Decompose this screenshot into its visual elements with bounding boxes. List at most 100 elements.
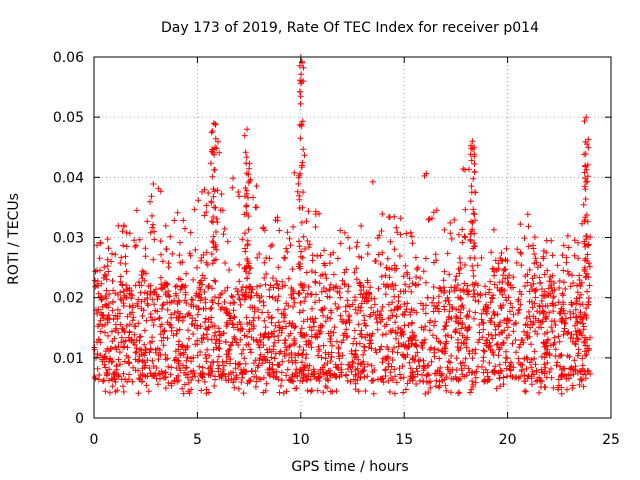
data-point	[416, 363, 423, 369]
data-point	[233, 285, 239, 292]
data-point	[546, 309, 553, 316]
data-point	[299, 351, 305, 358]
data-point	[550, 302, 557, 309]
data-point	[320, 285, 327, 291]
data-point	[430, 295, 437, 302]
data-point	[121, 292, 128, 299]
data-point	[212, 278, 219, 285]
data-point	[140, 307, 147, 314]
data-point	[431, 303, 438, 310]
data-point	[554, 262, 561, 269]
data-point	[469, 219, 476, 226]
data-point	[118, 376, 125, 383]
data-point	[434, 367, 441, 374]
data-point	[279, 358, 286, 365]
data-point	[141, 341, 148, 348]
data-point	[368, 304, 375, 311]
data-point	[353, 243, 360, 250]
data-point	[571, 237, 578, 244]
data-point	[121, 358, 128, 365]
data-point	[369, 377, 376, 384]
data-point	[417, 356, 423, 363]
data-point	[441, 268, 448, 275]
data-point	[158, 285, 164, 291]
data-point	[464, 327, 471, 334]
data-point	[112, 344, 119, 351]
data-point	[102, 272, 109, 279]
data-point	[412, 254, 419, 261]
data-point	[114, 387, 121, 394]
data-point	[94, 267, 101, 274]
data-point	[99, 358, 106, 365]
data-point	[241, 332, 248, 339]
data-point	[262, 324, 269, 331]
data-point	[445, 358, 452, 365]
data-point	[544, 303, 551, 309]
data-point	[458, 325, 465, 332]
data-point	[232, 336, 238, 343]
data-point	[583, 273, 590, 280]
data-point	[417, 275, 424, 282]
data-point	[124, 313, 131, 320]
data-point	[366, 332, 373, 339]
data-point	[128, 295, 135, 302]
data-point	[542, 384, 549, 391]
data-point	[118, 334, 125, 341]
data-point	[177, 239, 183, 246]
data-point	[528, 298, 535, 305]
data-point	[196, 280, 203, 287]
data-point	[513, 259, 520, 266]
data-point	[523, 332, 530, 339]
data-point	[229, 294, 236, 300]
data-point	[401, 301, 408, 307]
data-point	[105, 268, 112, 275]
data-point	[540, 247, 547, 254]
data-point	[120, 383, 126, 390]
data-point	[123, 243, 130, 250]
data-point	[470, 206, 477, 213]
data-point	[96, 336, 102, 343]
data-point	[141, 352, 148, 359]
data-point	[240, 346, 247, 353]
data-point	[243, 341, 250, 348]
data-point	[361, 317, 368, 324]
data-point	[491, 281, 498, 288]
data-point	[412, 337, 419, 344]
data-point	[486, 289, 492, 296]
data-point	[443, 374, 450, 381]
data-point	[343, 318, 350, 325]
y-axis-label: ROTI / TECUs	[6, 193, 22, 285]
data-point	[203, 355, 210, 362]
data-point	[191, 206, 198, 213]
data-point	[386, 389, 393, 395]
data-point	[422, 310, 429, 317]
data-point	[585, 144, 592, 151]
data-point	[582, 162, 589, 169]
data-point	[215, 365, 222, 372]
data-point	[194, 311, 201, 318]
data-point	[258, 293, 265, 300]
data-point	[396, 253, 403, 259]
y-tick-label: 0.06	[53, 50, 84, 66]
data-point	[459, 302, 466, 309]
data-point	[120, 338, 127, 345]
data-point	[256, 298, 263, 304]
data-point	[298, 71, 305, 78]
data-point	[230, 175, 236, 182]
data-point	[115, 291, 121, 298]
data-point	[365, 289, 372, 296]
data-point	[97, 352, 104, 359]
data-point	[251, 308, 258, 315]
data-point	[138, 298, 145, 305]
data-point	[278, 329, 285, 336]
data-point	[209, 128, 216, 135]
data-point	[230, 314, 237, 321]
data-point	[253, 374, 260, 381]
data-point	[209, 297, 216, 304]
data-point	[175, 372, 182, 379]
data-point	[382, 272, 389, 279]
data-point	[160, 342, 167, 349]
data-point	[358, 254, 365, 261]
data-point	[393, 313, 400, 320]
data-point	[186, 390, 193, 397]
